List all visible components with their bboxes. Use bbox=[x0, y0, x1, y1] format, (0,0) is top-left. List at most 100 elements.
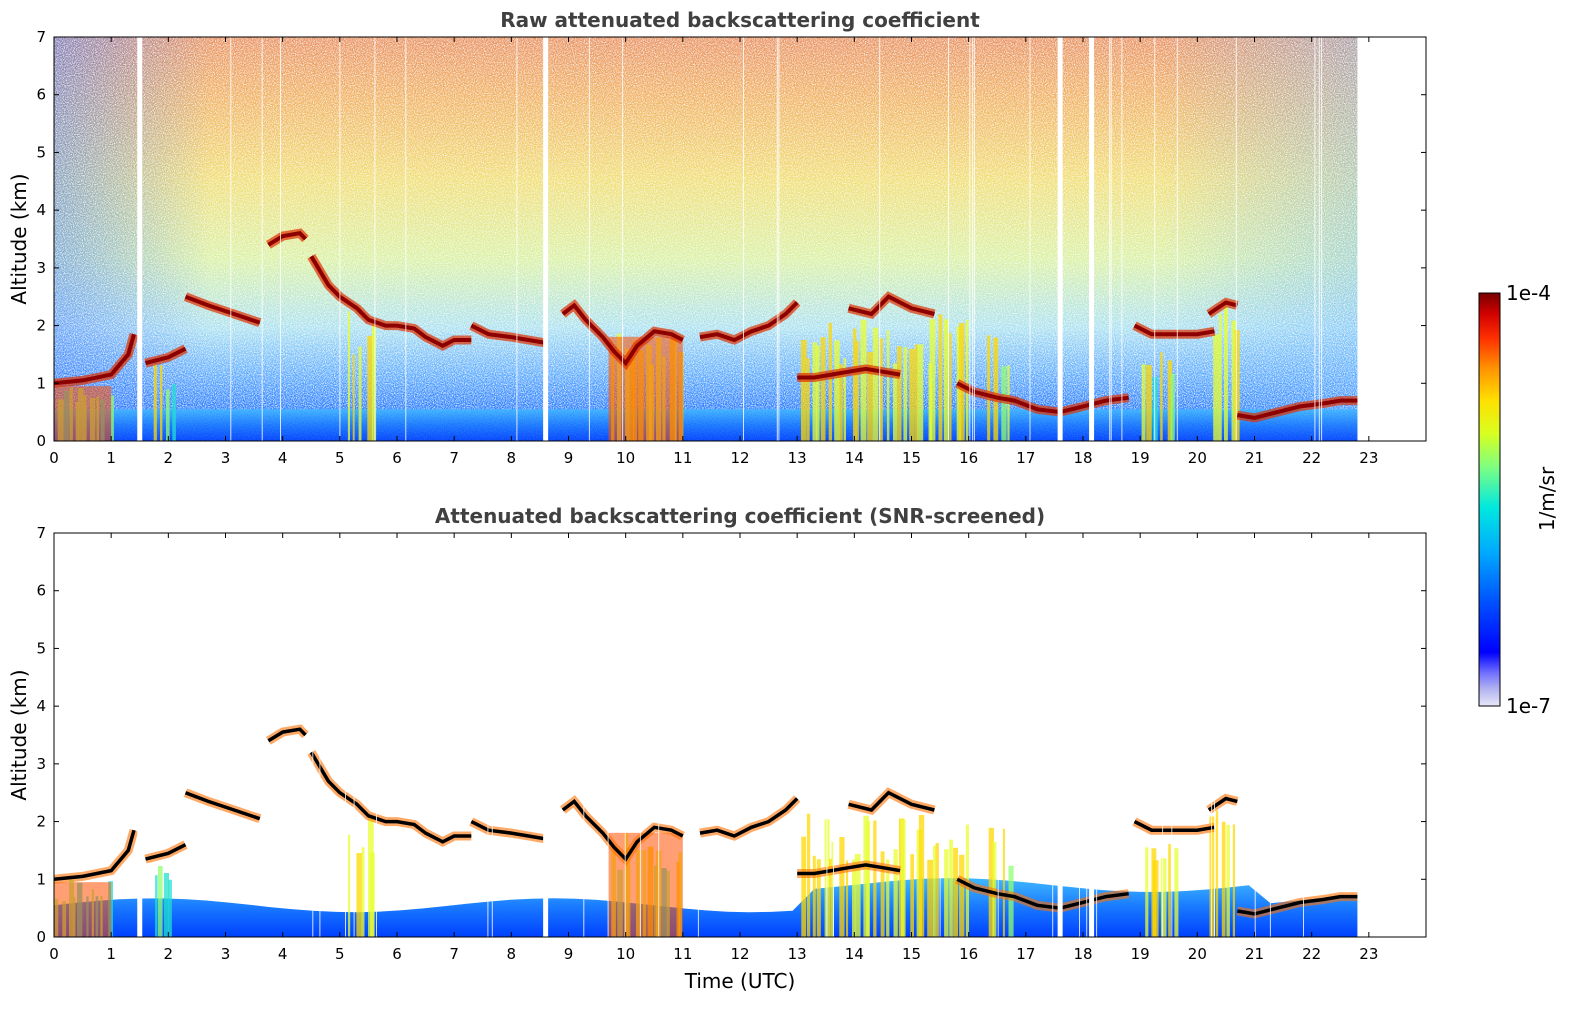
x-tick-label: 4 bbox=[278, 449, 288, 467]
panel-screened-frame bbox=[53, 532, 1427, 938]
x-tick-label: 18 bbox=[1073, 449, 1092, 467]
x-tick-label: 2 bbox=[164, 945, 174, 963]
plume-streak bbox=[806, 358, 810, 441]
plume-streak bbox=[915, 344, 919, 441]
plume-streak bbox=[356, 853, 363, 937]
missing-profile-thin bbox=[491, 533, 493, 937]
plume-streak bbox=[834, 340, 840, 441]
plume-streak bbox=[943, 319, 949, 441]
plume-streak bbox=[854, 853, 861, 937]
x-tick-label: 11 bbox=[673, 449, 692, 467]
missing-profile-thin bbox=[583, 533, 585, 937]
plume-streak bbox=[160, 365, 163, 441]
plume-streak bbox=[880, 851, 885, 937]
cloud-layer bbox=[184, 791, 261, 821]
plume-streak bbox=[111, 395, 114, 441]
x-tick-label: 19 bbox=[1131, 449, 1150, 467]
plume-streak bbox=[153, 364, 157, 441]
plume-streak bbox=[1141, 364, 1146, 441]
cloud-layer bbox=[309, 751, 472, 844]
plume-streak bbox=[347, 311, 350, 441]
plume-streak bbox=[168, 879, 172, 937]
plume-streak bbox=[158, 866, 163, 937]
plume-streak bbox=[872, 327, 879, 441]
colorbar-max-label: 1e-4 bbox=[1506, 281, 1551, 305]
x-tick-label: 6 bbox=[392, 945, 402, 963]
plume-streak bbox=[873, 820, 877, 937]
plume-streak bbox=[933, 845, 936, 937]
plume-streak bbox=[828, 322, 832, 441]
plume-streak bbox=[348, 834, 351, 937]
missing-profile-thin bbox=[948, 37, 949, 441]
x-tick-label: 5 bbox=[335, 945, 345, 963]
y-tick-label: 6 bbox=[36, 582, 46, 600]
missing-profile-thin bbox=[1096, 533, 1098, 937]
plume-streak bbox=[988, 827, 994, 937]
plume-streak bbox=[863, 815, 869, 937]
x-tick-label: 20 bbox=[1188, 449, 1207, 467]
panel-raw-y-label: Altitude (km) bbox=[7, 173, 31, 304]
plume-streak bbox=[1008, 865, 1014, 937]
y-tick-label: 2 bbox=[36, 317, 46, 335]
panel-raw-title: Raw attenuated backscattering coefficien… bbox=[500, 8, 980, 32]
plume-streak bbox=[172, 384, 176, 441]
y-tick-label: 5 bbox=[36, 639, 46, 657]
x-tick-label: 9 bbox=[564, 449, 574, 467]
plume-streak bbox=[839, 837, 845, 937]
missing-profile-thin bbox=[1154, 37, 1156, 441]
missing-profile-thin bbox=[1110, 37, 1112, 441]
x-tick-label: 20 bbox=[1188, 945, 1207, 963]
plume-streak bbox=[839, 364, 843, 441]
x-tick-label: 21 bbox=[1245, 449, 1264, 467]
missing-profile-thin bbox=[1321, 37, 1323, 441]
plume-streak bbox=[829, 858, 832, 937]
missing-profile-thin bbox=[345, 533, 346, 937]
missing-profile-thin bbox=[1211, 533, 1213, 937]
panel-screened-x-ticks: 0 1 2 3 4 5 6 7 8 9 10 11 12 13 14 15 16 17 18 19 20 21 22 23 bbox=[49, 533, 1378, 963]
x-tick-label: 13 bbox=[788, 945, 807, 963]
plume-streak bbox=[801, 836, 806, 937]
missing-profile-thin bbox=[969, 37, 971, 441]
x-tick-label: 10 bbox=[616, 945, 635, 963]
missing-profile-gap bbox=[1057, 37, 1063, 441]
missing-profile-thin bbox=[826, 533, 828, 937]
missing-profile-gap bbox=[1089, 37, 1095, 441]
panel-screened-y-ticks: 0 1 2 3 4 5 6 7 bbox=[36, 524, 1426, 946]
plume-streak bbox=[878, 338, 883, 441]
plume-streak bbox=[910, 854, 914, 937]
plume-streak bbox=[1170, 373, 1175, 441]
plume-streak bbox=[1219, 313, 1222, 441]
x-tick-label: 9 bbox=[564, 945, 574, 963]
missing-profile-thin bbox=[1109, 37, 1111, 441]
colorbar-gradient bbox=[1478, 292, 1501, 707]
x-tick-label: 7 bbox=[449, 449, 459, 467]
cloud-layer bbox=[956, 877, 1129, 910]
colorbar-min-label: 1e-7 bbox=[1506, 694, 1551, 718]
cloud-layer bbox=[1133, 820, 1215, 832]
cloud-layer bbox=[145, 346, 187, 366]
panel-raw: Raw attenuated backscattering coefficien… bbox=[7, 8, 1427, 467]
x-tick-label: 8 bbox=[507, 945, 517, 963]
x-tick-label: 21 bbox=[1245, 945, 1264, 963]
plume-streak bbox=[370, 852, 375, 937]
plume-streak bbox=[367, 335, 373, 441]
missing-profile-thin bbox=[833, 533, 834, 937]
plume-streak bbox=[358, 346, 362, 441]
plume-streak bbox=[860, 319, 867, 441]
missing-profile-gap bbox=[543, 533, 549, 937]
plume-streak bbox=[935, 843, 939, 937]
plume-streak bbox=[1174, 848, 1179, 937]
missing-profile-thin bbox=[487, 533, 489, 937]
panel-raw-heatmap bbox=[54, 37, 1358, 441]
cloud-layer bbox=[309, 255, 472, 349]
x-tick-label: 19 bbox=[1131, 945, 1150, 963]
plume-streak bbox=[966, 319, 969, 441]
plume-streak bbox=[1152, 376, 1158, 441]
x-tick-label: 14 bbox=[845, 945, 864, 963]
y-tick-label: 4 bbox=[36, 697, 46, 715]
x-tick-label: 12 bbox=[730, 945, 749, 963]
x-tick-label: 11 bbox=[673, 945, 692, 963]
missing-profile-thin bbox=[607, 533, 609, 937]
cloud-layer-halo bbox=[54, 828, 139, 884]
